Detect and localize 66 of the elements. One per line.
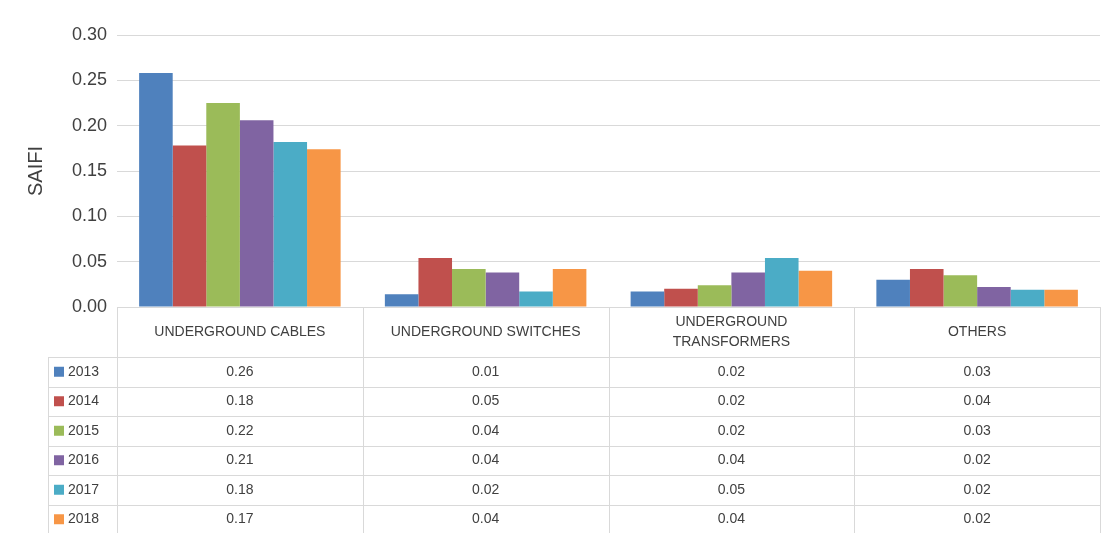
data-label: 0.02 bbox=[963, 510, 991, 527]
data-label: 0.26 bbox=[226, 362, 254, 379]
y-tick-label: 0.20 bbox=[71, 114, 107, 135]
data-label: 0.04 bbox=[963, 392, 991, 409]
bar bbox=[273, 141, 308, 307]
x-tick-label: UNDERGROUND CABLES bbox=[154, 322, 326, 339]
bar bbox=[384, 294, 419, 307]
x-tick-label: OTHERS bbox=[947, 322, 1007, 339]
data-label: 0.02 bbox=[717, 421, 746, 438]
data-label: 0.04 bbox=[472, 421, 500, 438]
bar bbox=[664, 288, 698, 307]
data-label: 0.04 bbox=[472, 451, 500, 468]
bar bbox=[307, 149, 341, 307]
bar bbox=[1010, 289, 1045, 307]
bar bbox=[977, 287, 1011, 307]
bar bbox=[418, 258, 453, 307]
bar bbox=[206, 103, 240, 307]
data-label: 0.04 bbox=[717, 510, 746, 527]
y-axis-title: SAIFI bbox=[23, 145, 46, 197]
legend-label: 2017 bbox=[68, 480, 100, 497]
bar bbox=[731, 272, 765, 307]
legend-label: 2015 bbox=[68, 421, 100, 438]
bar bbox=[172, 145, 207, 307]
x-tick-label: UNDERGROUND SWITCHES bbox=[390, 322, 581, 339]
bar bbox=[239, 120, 274, 307]
bar bbox=[139, 73, 173, 307]
data-label: 0.02 bbox=[963, 480, 991, 497]
y-tick-label: 0.00 bbox=[71, 295, 107, 316]
bar bbox=[876, 279, 910, 307]
data-label: 0.18 bbox=[226, 480, 254, 497]
bar bbox=[798, 270, 833, 307]
bar bbox=[909, 268, 944, 307]
data-label: 0.04 bbox=[717, 451, 746, 468]
data-label: 0.17 bbox=[226, 510, 254, 527]
data-label: 0.04 bbox=[472, 510, 500, 527]
data-label: 0.01 bbox=[472, 362, 500, 379]
data-label: 0.21 bbox=[226, 451, 254, 468]
bar bbox=[1044, 289, 1078, 307]
data-label: 0.02 bbox=[472, 480, 500, 497]
x-tick-label: UNDERGROUND TRANSFORMERS bbox=[672, 312, 791, 349]
legend-label: 2018 bbox=[68, 510, 100, 527]
data-label: 0.03 bbox=[963, 421, 991, 438]
data-label: 0.18 bbox=[226, 392, 254, 409]
bar bbox=[764, 258, 799, 307]
data-label: 0.05 bbox=[472, 392, 500, 409]
data-label: 0.02 bbox=[717, 392, 746, 409]
bar bbox=[552, 268, 587, 307]
bar bbox=[697, 285, 732, 307]
y-tick-label: 0.15 bbox=[71, 159, 107, 180]
y-tick-label: 0.30 bbox=[71, 23, 107, 44]
data-label: 0.05 bbox=[717, 480, 746, 497]
bar bbox=[630, 291, 665, 307]
data-label: 0.22 bbox=[226, 421, 254, 438]
bar bbox=[943, 275, 978, 307]
data-label: 0.03 bbox=[963, 362, 991, 379]
legend-label: 2013 bbox=[68, 362, 100, 379]
legend-label: 2016 bbox=[68, 451, 100, 468]
y-tick-label: 0.10 bbox=[71, 205, 107, 226]
data-label: 0.02 bbox=[717, 362, 746, 379]
data-label: 0.02 bbox=[963, 451, 991, 468]
bar bbox=[452, 268, 486, 307]
y-tick-label: 0.25 bbox=[71, 69, 107, 90]
legend-label: 2014 bbox=[68, 392, 100, 409]
bar bbox=[519, 291, 553, 307]
bar bbox=[485, 272, 520, 307]
y-tick-label: 0.05 bbox=[71, 250, 107, 271]
